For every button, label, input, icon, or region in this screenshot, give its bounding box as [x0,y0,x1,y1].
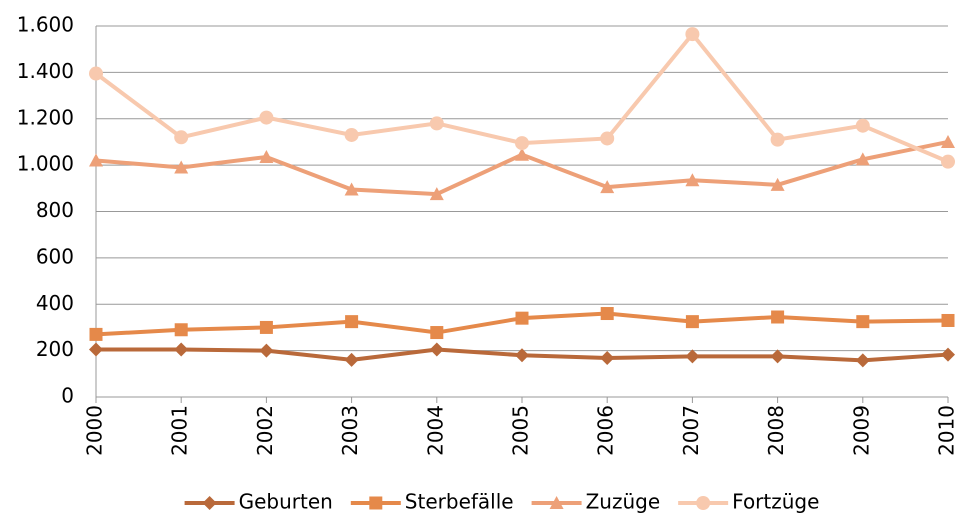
legend-marker [369,496,383,510]
x-tick-label: 2008 [764,405,788,456]
marker [174,130,189,145]
marker [685,349,700,364]
marker [174,323,188,337]
marker [855,152,870,166]
y-tick-label: 200 [36,337,74,361]
x-tick-label: 2005 [509,405,533,456]
y-tick-label: 1.600 [17,13,74,37]
legend-marker [549,496,564,509]
marker [941,347,955,362]
marker [941,313,955,327]
x-tick-label: 2009 [849,405,873,456]
marker [174,342,189,357]
y-tick-label: 1.000 [17,152,74,176]
legend: Geburten Sterbefälle Zuzüge Fortzüge [184,490,819,514]
marker [515,311,529,325]
x-tick-label: 2001 [168,405,192,456]
marker [685,173,700,187]
marker [89,66,103,81]
marker [515,348,529,363]
marker [856,315,870,329]
legend-label: Sterbefälle [405,490,514,514]
x-tick-label: 2006 [594,405,618,456]
marker [259,110,274,125]
legend-marker [696,496,711,510]
legend-label: Zuzüge [586,490,661,514]
marker [600,180,615,194]
legend-marker [202,496,217,510]
marker [771,310,785,324]
x-tick-label: 2004 [423,405,447,456]
y-tick-label: 1.200 [17,105,74,129]
marker [344,127,359,142]
marker [429,116,444,131]
marker [259,320,273,334]
marker [429,187,444,201]
marker [429,342,444,357]
y-tick-label: 800 [36,198,74,222]
y-tick-label: 0 [61,384,74,408]
marker [344,352,359,367]
legend-label: Fortzüge [732,490,819,514]
marker [685,27,700,42]
marker [600,307,614,321]
marker [770,132,785,147]
marker [941,134,955,148]
marker [344,182,359,196]
marker [855,118,870,133]
marker [515,136,529,151]
marker [770,177,785,191]
marker [770,349,785,364]
legend-label: Geburten [239,490,333,514]
marker [430,326,444,340]
marker [685,315,699,329]
x-tick-label: 2003 [338,405,362,456]
marker [259,343,274,358]
marker [174,160,189,174]
marker [600,351,615,366]
marker [345,315,359,329]
y-tick-label: 600 [36,244,74,268]
y-tick-label: 1.400 [17,59,74,83]
x-tick-label: 2000 [83,405,107,456]
marker [259,150,274,164]
x-tick-label: 2010 [935,405,959,456]
y-tick-label: 400 [36,291,74,315]
marker [515,147,529,161]
x-tick-label: 2002 [253,405,277,456]
marker [855,353,870,368]
marker [89,327,103,341]
marker [89,342,103,357]
marker [89,153,103,167]
x-tick-label: 2007 [679,405,703,456]
marker [600,131,615,146]
marker [941,154,955,169]
